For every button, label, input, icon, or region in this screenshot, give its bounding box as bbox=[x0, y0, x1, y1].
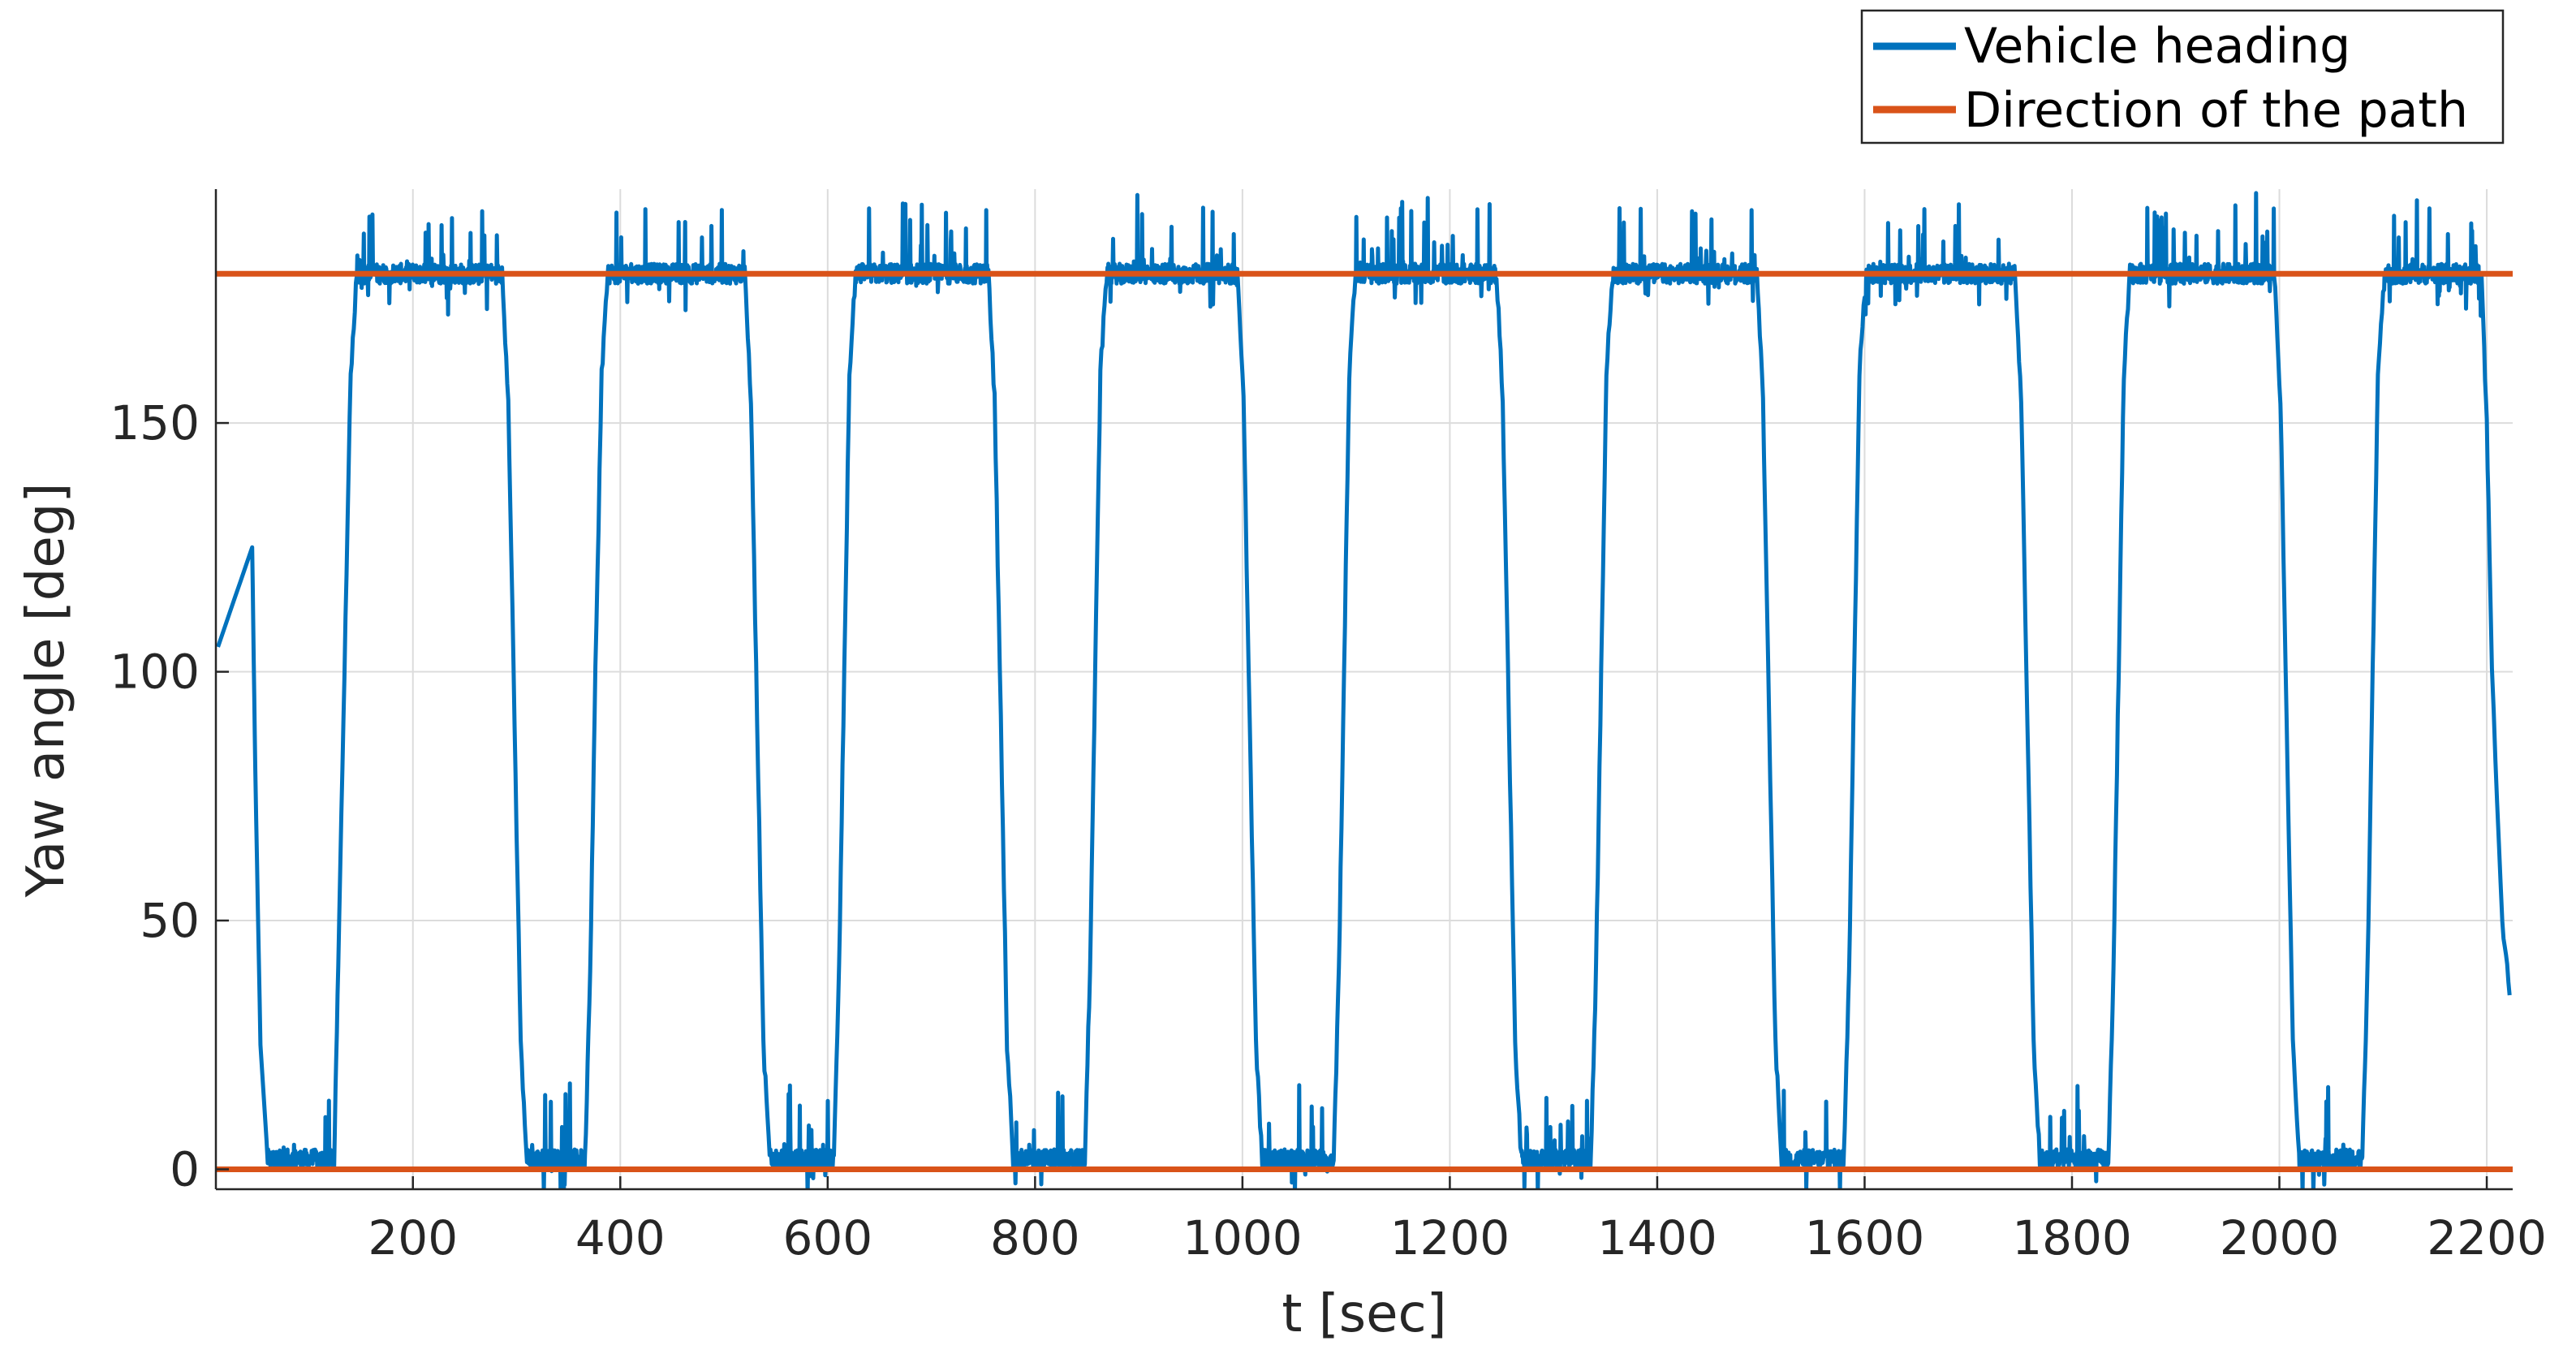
x-tick-label: 1600 bbox=[1805, 1210, 1925, 1266]
x-tick-label: 2200 bbox=[2427, 1210, 2547, 1266]
legend-label-vehicle-heading: Vehicle heading bbox=[1964, 18, 2350, 75]
x-tick-label: 800 bbox=[990, 1210, 1080, 1266]
x-tick-label: 2000 bbox=[2220, 1210, 2340, 1266]
x-tick-label: 1400 bbox=[1597, 1210, 1717, 1266]
y-tick-label: 150 bbox=[110, 395, 200, 451]
x-tick-label: 600 bbox=[782, 1210, 872, 1266]
tick-labels: 200 400 600 800 1000 1200 1400 1600 1800 2000 2200… bbox=[110, 395, 2547, 1266]
x-tick-label: 200 bbox=[368, 1210, 458, 1266]
axes bbox=[214, 189, 2513, 1191]
grid-lines bbox=[216, 189, 2513, 1189]
legend: Vehicle heading Direction of the path bbox=[1860, 9, 2505, 144]
series-vehicle-heading-line bbox=[216, 191, 2512, 1189]
y-tick-label: 0 bbox=[170, 1141, 200, 1197]
x-tick-label: 1800 bbox=[2012, 1210, 2132, 1266]
x-tick-label: 1000 bbox=[1182, 1210, 1303, 1266]
x-tick-label: 400 bbox=[575, 1210, 666, 1266]
x-axis-label: t [sec] bbox=[1282, 1284, 1446, 1344]
series-layer bbox=[216, 191, 2513, 1189]
legend-label-direction-of-path: Direction of the path bbox=[1964, 82, 2468, 139]
y-tick-label: 100 bbox=[110, 645, 200, 700]
y-tick-label: 50 bbox=[140, 893, 200, 948]
legend-box bbox=[1860, 9, 2505, 144]
y-axis-label: Yaw angle [deg] bbox=[16, 483, 76, 899]
x-tick-label: 1200 bbox=[1390, 1210, 1510, 1266]
